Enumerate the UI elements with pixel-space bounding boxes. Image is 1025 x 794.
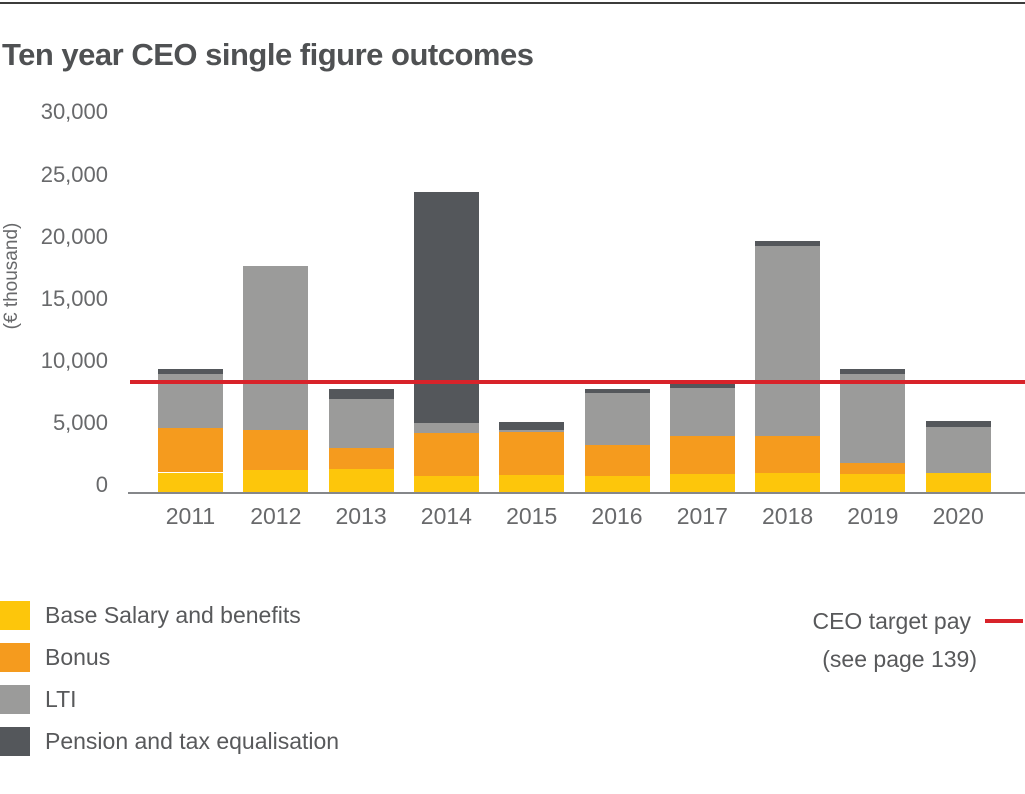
y-tick-label-15000: 15,000: [40, 285, 108, 311]
bar-2013-segment-bonus: [328, 447, 394, 470]
bar-2012-segment-bonus: [243, 430, 309, 470]
x-tick-label-2011: 2011: [165, 503, 216, 529]
bar-2016-segment-base-salary-and-benefits: [584, 476, 650, 493]
bar-2016-segment-pension-and-tax-equalisation: [584, 388, 650, 394]
legend-label-pension-and-tax-equalisation: Pension and tax equalisation: [45, 728, 340, 754]
bar-2015-segment-bonus: [499, 432, 565, 475]
legend: Base Salary and benefits Bonus LTI Pension …: [0, 601, 339, 769]
x-tick-label-2016: 2016: [591, 503, 643, 529]
y-tick-label-20000: 20,000: [40, 223, 108, 249]
x-tick-label-2019: 2019: [847, 503, 899, 529]
y-tick-label-25000: 25,000: [40, 161, 108, 187]
bar-2015-segment-lti: [499, 430, 565, 433]
bar-2013-segment-lti: [328, 399, 394, 448]
bar-2012-segment-base-salary-and-benefits: [243, 470, 309, 493]
bar-2017-segment-lti: [669, 388, 735, 437]
bar-2011-segment-bonus: [158, 428, 223, 473]
bar-2012-segment-lti: [243, 265, 309, 431]
bar-2014-segment-pension-and-tax-equalisation: [413, 192, 479, 423]
bar-2019-segment-lti: [840, 374, 906, 464]
bar-2018-segment-base-salary-and-benefits: [755, 473, 821, 493]
target-pay-line: [130, 379, 1025, 384]
bar-2019-segment-base-salary-and-benefits: [840, 474, 906, 493]
target-pay-legend-label: CEO target pay: [812, 606, 1023, 636]
legend-item-lti: LTI: [0, 685, 339, 714]
legend-item-pension-and-tax-equalisation: Pension and tax equalisation: [0, 727, 339, 756]
x-tick-label-2015: 2015: [506, 503, 558, 529]
legend-swatch-icon-pension-and-tax-equalisation: [0, 727, 30, 756]
x-axis-line: [128, 492, 1025, 494]
y-tick-label-5000: 5,000: [52, 409, 108, 435]
bar-2014-segment-base-salary-and-benefits: [413, 476, 479, 493]
x-tick-label-2013: 2013: [335, 503, 387, 529]
legend-item-bonus: Bonus: [0, 643, 339, 672]
bar-2017-segment-bonus: [669, 436, 735, 474]
target-pay-legend-note: (see page 139): [822, 646, 977, 672]
bar-2018-segment-bonus: [755, 436, 821, 474]
bar-2020-segment-lti: [925, 426, 991, 473]
chart-title: Ten year CEO single figure outcomes: [2, 36, 534, 72]
legend-label-lti: LTI: [45, 686, 77, 712]
bar-2017-segment-base-salary-and-benefits: [669, 473, 735, 493]
bar-2019-segment-pension-and-tax-equalisation: [840, 369, 906, 375]
legend-item-base-salary-and-benefits: Base Salary and benefits: [0, 601, 339, 630]
x-tick-label-2014: 2014: [420, 503, 472, 529]
bar-2020-segment-pension-and-tax-equalisation: [925, 420, 991, 427]
bar-2015-segment-pension-and-tax-equalisation: [499, 422, 565, 431]
x-tick-label-2017: 2017: [676, 503, 728, 529]
bar-2013-segment-pension-and-tax-equalisation: [328, 389, 394, 400]
y-tick-label-30000: 30,000: [40, 99, 108, 125]
bar-2017-segment-pension-and-tax-equalisation: [669, 384, 735, 389]
bar-2016-segment-bonus: [584, 445, 650, 477]
bar-2011-segment-pension-and-tax-equalisation: [158, 369, 223, 375]
top-rule: [0, 2, 1025, 4]
bar-2011-segment-base-salary-and-benefits: [158, 472, 223, 493]
bar-2018-segment-lti: [755, 246, 821, 437]
bar-2016-segment-lti: [584, 393, 650, 446]
legend-label-base-salary-and-benefits: Base Salary and benefits: [45, 602, 301, 628]
x-tick-label-2018: 2018: [762, 503, 814, 529]
y-axis-title: (€ thousand): [1, 222, 22, 330]
bar-2019-segment-bonus: [840, 463, 906, 475]
x-tick-label-2020: 2020: [932, 503, 984, 529]
x-tick-label-2012: 2012: [250, 503, 302, 529]
legend-swatch-icon-bonus: [0, 643, 30, 672]
legend-swatch-icon-base-salary-and-benefits: [0, 601, 30, 630]
target-pay-line-icon: [985, 618, 1023, 623]
bar-2020-segment-base-salary-and-benefits: [925, 472, 991, 493]
bar-2013-segment-base-salary-and-benefits: [328, 469, 394, 493]
bar-2014-segment-lti: [413, 422, 479, 433]
target-pay-legend: CEO target pay (see page 139): [812, 606, 1023, 674]
y-tick-label-10000: 10,000: [40, 347, 108, 373]
bar-2015-segment-base-salary-and-benefits: [499, 474, 565, 493]
legend-swatch-icon-lti: [0, 685, 30, 714]
legend-label-bonus: Bonus: [45, 644, 111, 670]
y-tick-label-0: 0: [95, 472, 108, 497]
bar-2014-segment-bonus: [413, 432, 479, 477]
bar-2018-segment-pension-and-tax-equalisation: [755, 241, 821, 247]
